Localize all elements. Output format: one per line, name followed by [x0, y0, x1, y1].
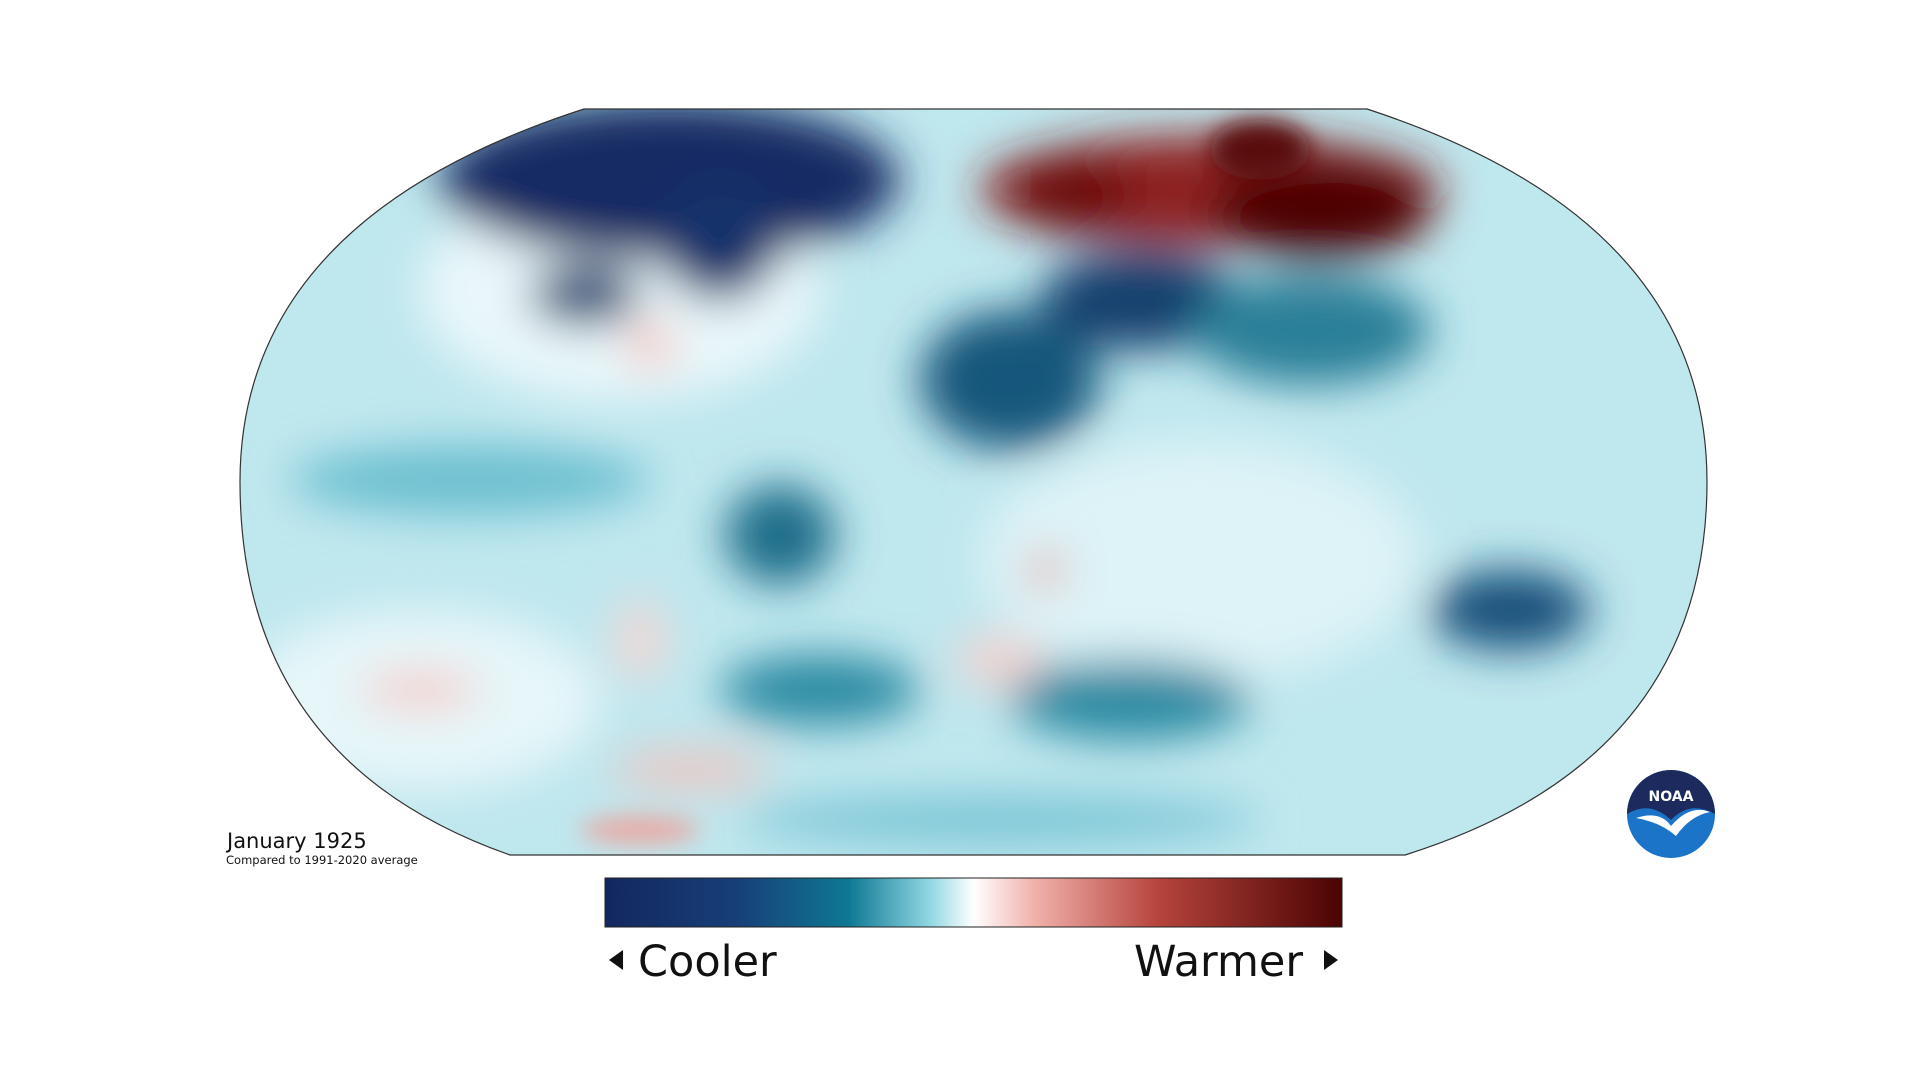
legend-high-label: Warmer — [1134, 937, 1303, 987]
logo-text: NOAA — [1649, 789, 1694, 805]
legend-low-label: Cooler — [638, 937, 777, 987]
noaa-logo: NOAA — [1627, 770, 1715, 858]
anomaly-map — [240, 109, 1707, 855]
map-subtitle: Compared to 1991-2020 average — [226, 853, 418, 867]
map-title: January 1925 — [225, 829, 367, 853]
warmer-arrow — [1324, 950, 1338, 970]
map-outline — [239, 108, 1708, 856]
cooler-arrow — [609, 950, 623, 970]
color-bar — [604, 877, 1343, 928]
